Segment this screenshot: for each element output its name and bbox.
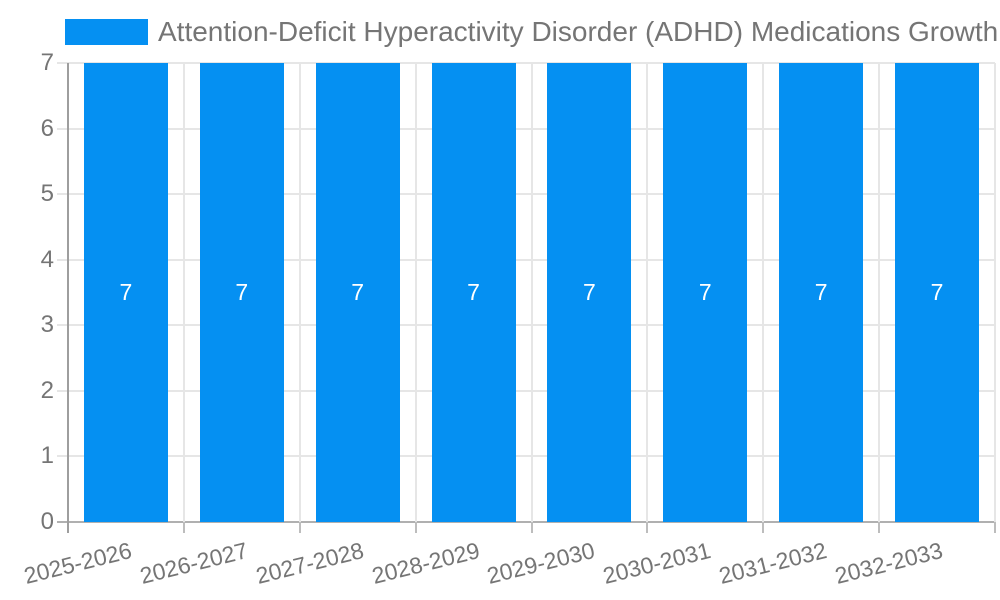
bar: 7 — [83, 63, 168, 522]
x-axis-tick-label: 2029-2030 — [484, 537, 598, 589]
gridline-vertical — [878, 63, 881, 522]
x-axis-tick — [298, 522, 301, 533]
x-axis-tick — [878, 522, 881, 533]
y-axis-tick-label: 2 — [40, 376, 54, 404]
bar-value-label: 7 — [119, 279, 133, 305]
gridline-vertical — [414, 63, 417, 522]
gridline-vertical — [298, 63, 301, 522]
y-axis-tick-label: 6 — [40, 114, 54, 142]
x-axis-tick-label: 2030-2031 — [600, 537, 714, 589]
x-axis-tick — [994, 522, 996, 533]
gridline-horizontal — [57, 193, 995, 196]
bar: 7 — [547, 63, 632, 522]
bar-value-label: 7 — [814, 279, 828, 305]
bar: 7 — [199, 63, 284, 522]
x-axis-baseline — [57, 521, 995, 523]
x-axis-tick-label: 2026-2027 — [137, 537, 251, 589]
y-axis-tick-label: 0 — [40, 508, 54, 535]
y-axis-tick-label: 7 — [40, 49, 54, 76]
chart-title: Attention-Deficit Hyperactivity Disorder… — [158, 16, 1000, 47]
x-axis-tick-label: 2025-2026 — [21, 537, 135, 589]
gridline-horizontal — [57, 258, 995, 261]
x-axis-tick — [182, 522, 185, 533]
y-axis-tick-label: 3 — [40, 311, 54, 339]
bar-value-label: 7 — [583, 279, 596, 305]
y-axis-tick-label: 4 — [40, 245, 54, 273]
bar-value-label: 7 — [930, 279, 944, 305]
bar: 7 — [895, 63, 980, 522]
y-axis-line — [67, 63, 69, 533]
bar: 7 — [315, 63, 400, 522]
legend: Attention-Deficit Hyperactivity Disorder… — [65, 16, 1000, 48]
x-axis-tick — [414, 522, 417, 533]
y-axis-tick-label: 1 — [40, 442, 54, 470]
gridline-horizontal — [57, 389, 995, 392]
gridline-horizontal — [57, 62, 995, 64]
bar: 7 — [663, 63, 748, 522]
gridline-vertical — [646, 63, 649, 522]
bar: 7 — [779, 63, 864, 522]
gridline-horizontal — [57, 324, 995, 327]
gridline-vertical — [762, 63, 765, 522]
x-axis-tick-label: 2027-2028 — [252, 537, 366, 589]
gridline-vertical — [994, 63, 996, 522]
gridline-vertical — [530, 63, 533, 522]
bar-value-label: 7 — [235, 279, 249, 305]
y-axis-tick-label: 5 — [40, 180, 54, 208]
gridline-horizontal — [57, 455, 995, 458]
bar-value-label: 7 — [467, 279, 480, 305]
x-axis-tick — [646, 522, 649, 533]
gridline-horizontal — [57, 127, 995, 130]
bar-value-label: 7 — [351, 279, 365, 305]
x-axis-tick — [762, 522, 765, 533]
x-axis-tick-label: 2031-2032 — [716, 537, 830, 589]
bar: 7 — [431, 63, 516, 522]
x-axis-tick — [530, 522, 533, 533]
gridline-vertical — [182, 63, 185, 522]
bar-value-label: 7 — [698, 279, 712, 305]
x-axis-tick-label: 2028-2029 — [368, 537, 482, 589]
x-axis-tick-label: 2032-2033 — [832, 537, 946, 589]
legend-swatch — [65, 19, 148, 45]
